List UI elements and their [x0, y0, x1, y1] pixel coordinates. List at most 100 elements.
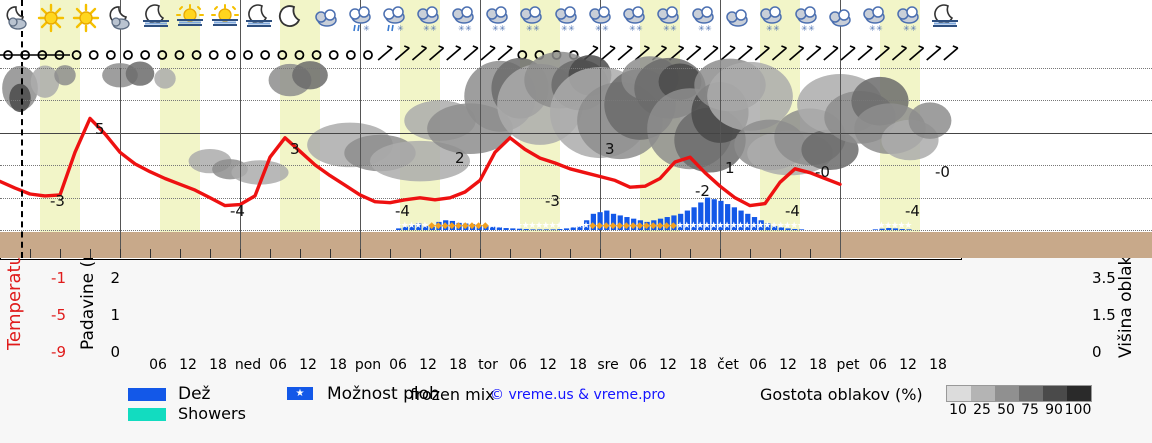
legend-label-possible-showers: Možnost ploh: [327, 384, 440, 404]
day-separator-gridline: [600, 0, 601, 68]
precipitation-tick-3: 2: [110, 269, 120, 288]
moon-cloud-icon: [4, 4, 30, 34]
horizontal-gridline: [0, 132, 1152, 134]
precipitation-bars: [396, 197, 912, 230]
moon-cloud-icon: [107, 4, 133, 34]
svg-text:★: ★: [730, 221, 738, 231]
svg-text:★: ★: [783, 221, 791, 231]
svg-text:✳: ✳: [492, 24, 499, 33]
sun-haze-icon: [175, 4, 205, 34]
svg-text:★: ★: [555, 221, 563, 231]
cloud-snow-icon: ✳ ✳: [587, 4, 613, 34]
x-axis-tick: [510, 249, 511, 258]
x-axis-tick: [180, 249, 181, 258]
sun-icon: [38, 3, 65, 34]
temperature-annotation: -0: [935, 162, 950, 181]
sun-icon: [72, 3, 99, 34]
forecast-chart: ✳ ✳ ✳ ✳ ✳ ✳ ✳ ✳ ✳ ✳ ✳ ✳ ✳ ✳ ✳ ✳ ✳ ✳ ✳ ✳ ✳ ✳ ✳ ✳ ✳ ✳ ✳ ✳ ★ ★ ★ ★ ★ ◆ ◆ ◆ ◆ ◆ ◆…: [0, 0, 1152, 260]
rain-swatch: [128, 388, 166, 401]
x-tick-12: 12: [779, 357, 797, 373]
cloud-density-scale-value: 90: [1045, 402, 1063, 418]
svg-text:✳: ✳: [533, 24, 540, 33]
x-tick-12: 12: [179, 357, 197, 373]
x-axis-tick: [300, 249, 301, 258]
temperature-annotation: 5: [95, 120, 105, 139]
svg-text:★: ★: [736, 221, 744, 231]
temperature-annotation: -2: [695, 182, 710, 201]
day-separator-gridline: [360, 68, 361, 258]
svg-text:★: ★: [535, 221, 543, 231]
svg-text:★: ★: [528, 221, 536, 231]
svg-text:★: ★: [904, 221, 912, 231]
svg-text:◆: ◆: [455, 221, 462, 231]
x-tick-18: 18: [449, 357, 467, 373]
x-tick-18: 18: [569, 357, 587, 373]
svg-text:★: ★: [515, 221, 523, 231]
temperature-annotation: -4: [785, 201, 800, 220]
x-axis-tick: [660, 249, 661, 258]
temperature-line: [0, 116, 842, 208]
cloud-snow-icon: ✳ ✳: [861, 4, 887, 34]
x-tick-čet: čet: [717, 357, 739, 373]
cloud-density-legend-title: Gostota oblakov (%): [760, 385, 923, 404]
svg-text:✳: ✳: [698, 24, 705, 33]
x-tick-12: 12: [539, 357, 557, 373]
svg-text:✳: ✳: [636, 24, 643, 33]
svg-text:◆: ◆: [630, 221, 637, 231]
svg-text:★: ★: [710, 221, 718, 231]
plot-area: ★ ★ ★ ★ ★ ◆ ◆ ◆ ◆ ◆ ◆ ◆ ◆ ◆ ★ ★ ★ ★ ★ ★ ★ ★ ★ ★ ★ ★ ★ ★ ★ ◆ ◆ ◆ ◆ ◆ ◆ ◆ ◆ ◆ ◆ ◆…: [0, 51, 1152, 258]
legend-label-rain: Dež: [178, 384, 211, 404]
svg-text:◆: ◆: [663, 221, 670, 231]
x-axis-tick: [720, 249, 721, 258]
svg-text:★: ★: [394, 221, 402, 231]
x-tick-06: 06: [749, 357, 767, 373]
day-separator-gridline: [120, 0, 121, 68]
moon-haze-icon: [141, 4, 170, 34]
svg-text:◆: ◆: [428, 221, 435, 231]
svg-text:◆: ◆: [589, 221, 596, 231]
svg-text:★: ★: [501, 221, 509, 231]
svg-text:✳: ✳: [808, 24, 815, 33]
svg-text:✳: ✳: [526, 24, 533, 33]
svg-text:✳: ✳: [869, 24, 876, 33]
svg-text:★: ★: [716, 221, 724, 231]
moon-icon: [278, 4, 304, 34]
svg-text:✳: ✳: [910, 24, 917, 33]
x-axis-tick: [270, 249, 271, 258]
x-axis-tick: [210, 249, 211, 258]
x-tick-18: 18: [689, 357, 707, 373]
x-axis-tick: [240, 249, 241, 258]
x-axis-tick: [150, 249, 151, 258]
cloud-density-scale-value: 25: [973, 402, 991, 418]
temperature-tick-3: -1: [51, 269, 66, 288]
svg-text:★: ★: [777, 221, 785, 231]
copyright-link[interactable]: © vreme.us & vreme.pro: [490, 387, 666, 403]
cloud-snow-icon: ✳ ✳: [484, 4, 510, 34]
cloud-density-scale-value: 75: [1021, 402, 1039, 418]
daylight-band: [40, 68, 80, 258]
svg-text:★: ★: [407, 221, 415, 231]
x-tick-ned: ned: [234, 357, 262, 373]
svg-text:◆: ◆: [475, 221, 482, 231]
svg-text:✳: ✳: [629, 24, 636, 33]
cloud-snow-icon: ✳ ✳: [895, 4, 921, 34]
svg-text:★: ★: [401, 221, 409, 231]
svg-text:◆: ◆: [448, 221, 455, 231]
x-axis-tick: [570, 249, 571, 258]
svg-text:✳: ✳: [903, 24, 910, 33]
svg-text:★: ★: [421, 221, 429, 231]
x-axis-tick: [330, 249, 331, 258]
day-separator-gridline: [480, 68, 481, 258]
x-tick-pon: pon: [354, 357, 382, 373]
showers-swatch: [128, 408, 166, 421]
svg-text:★: ★: [495, 221, 503, 231]
svg-text:★: ★: [898, 221, 906, 231]
x-tick-sre: sre: [597, 357, 619, 373]
cloud-mix-icon: ✳: [381, 4, 407, 34]
svg-text:◆: ◆: [468, 221, 475, 231]
cloud-density-scale-value: 50: [997, 402, 1015, 418]
cloud-snow-icon: ✳ ✳: [690, 4, 716, 34]
precipitation-type-markers: ★★★★★ ◆ ◆ ◆ ◆ ◆ ◆ ◆ ◆ ◆ ★★★★★★★★★★★★★★★ ◆ ◆ ◆ ◆ ◆ ◆ ◆ ◆ ◆ ◆ ◆…: [394, 221, 912, 231]
x-axis-tick: [600, 249, 601, 258]
x-tick-12: 12: [659, 357, 677, 373]
